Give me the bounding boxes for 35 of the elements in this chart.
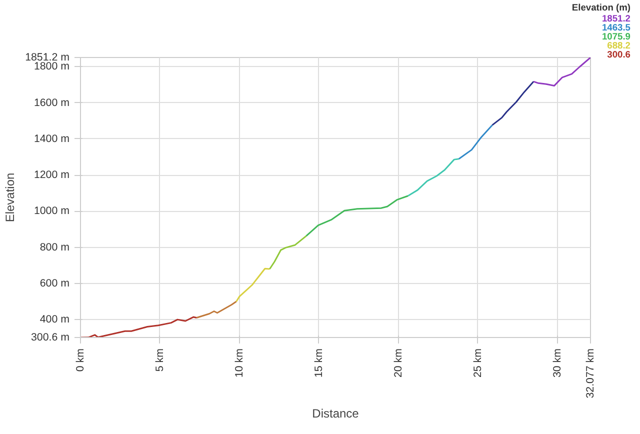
line-series bbox=[407, 158, 460, 197]
y-tick-label: 1600 m bbox=[34, 96, 70, 109]
x-tick-label: 10 km bbox=[233, 348, 246, 378]
line-series bbox=[80, 316, 198, 338]
y-tick-label: 300.6 m bbox=[30, 332, 70, 344]
y-tick-label: 1000 m bbox=[34, 205, 70, 218]
line-series bbox=[492, 80, 534, 126]
text: 1463.5 bbox=[602, 22, 630, 32]
x-axis-title: Distance bbox=[312, 406, 360, 420]
x-tick-label: 0 km bbox=[74, 348, 86, 372]
x-tick-label: 5 km bbox=[154, 348, 166, 372]
text: 1851.2 bbox=[602, 14, 630, 24]
line-series bbox=[236, 268, 270, 302]
color-bar-title: Elevation (m) bbox=[572, 2, 631, 12]
x-tick-label: 15 km bbox=[312, 348, 325, 378]
line-series bbox=[532, 58, 590, 86]
y-tick-label: 1800 m bbox=[34, 60, 70, 73]
text: 300.6 bbox=[607, 50, 630, 60]
x-tick-label: 30 km bbox=[551, 348, 564, 378]
y-tick-label: 600 m bbox=[40, 277, 70, 290]
y-tick-label: 400 m bbox=[40, 314, 70, 326]
line-series bbox=[196, 300, 238, 318]
y-tick-label: 1400 m bbox=[34, 132, 70, 145]
y-tick-label: 1200 m bbox=[34, 169, 70, 182]
text: 688.2 bbox=[607, 40, 630, 50]
line-series bbox=[458, 124, 494, 160]
line-series bbox=[306, 195, 409, 237]
text: 1075.9 bbox=[602, 32, 630, 42]
line-series bbox=[268, 235, 308, 270]
y-axis-title: Elevation bbox=[3, 172, 18, 222]
y-tick-label: 1851.2 m bbox=[25, 52, 70, 64]
x-tick-label: 32.077 km bbox=[584, 348, 596, 398]
x-tick-label: 25 km bbox=[472, 348, 484, 378]
y-tick-label: 800 m bbox=[40, 241, 70, 254]
x-tick-label: 20 km bbox=[392, 348, 404, 378]
